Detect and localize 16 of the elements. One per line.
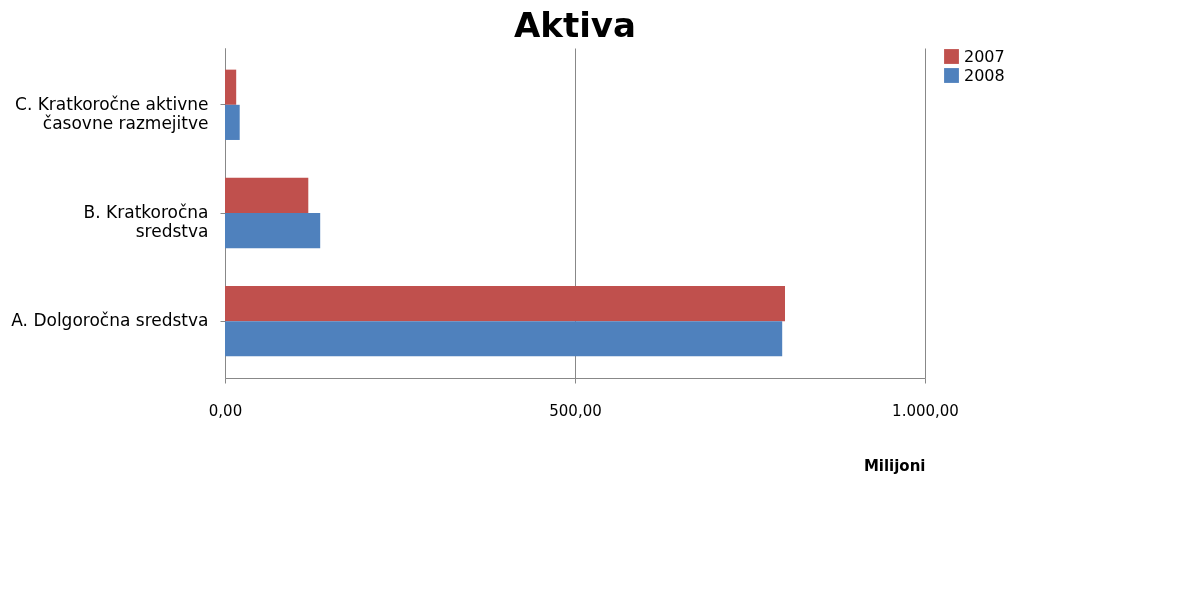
legend-label: 2007: [964, 46, 1005, 66]
y-tick-label: C. Kratkoročne aktivne časovne razmejitve: [15, 93, 209, 133]
bar: [225, 177, 309, 213]
bar: [225, 104, 240, 140]
x-tick-label: 500,00: [549, 401, 602, 420]
chart-title: Aktiva: [514, 5, 636, 45]
bar: [225, 69, 237, 105]
bar: [225, 321, 783, 357]
x-tick-label: 0,00: [208, 401, 243, 420]
bar: [225, 286, 785, 322]
bar: [225, 213, 321, 249]
y-tick-label: B. Kratkoročna sredstva: [83, 202, 209, 241]
legend-label: 2008: [964, 65, 1005, 85]
x-tick-label: 1.000,00: [892, 401, 959, 420]
x-axis-title: Milijoni: [863, 456, 926, 475]
y-tick-label: A. Dolgoročna sredstva: [11, 310, 209, 331]
